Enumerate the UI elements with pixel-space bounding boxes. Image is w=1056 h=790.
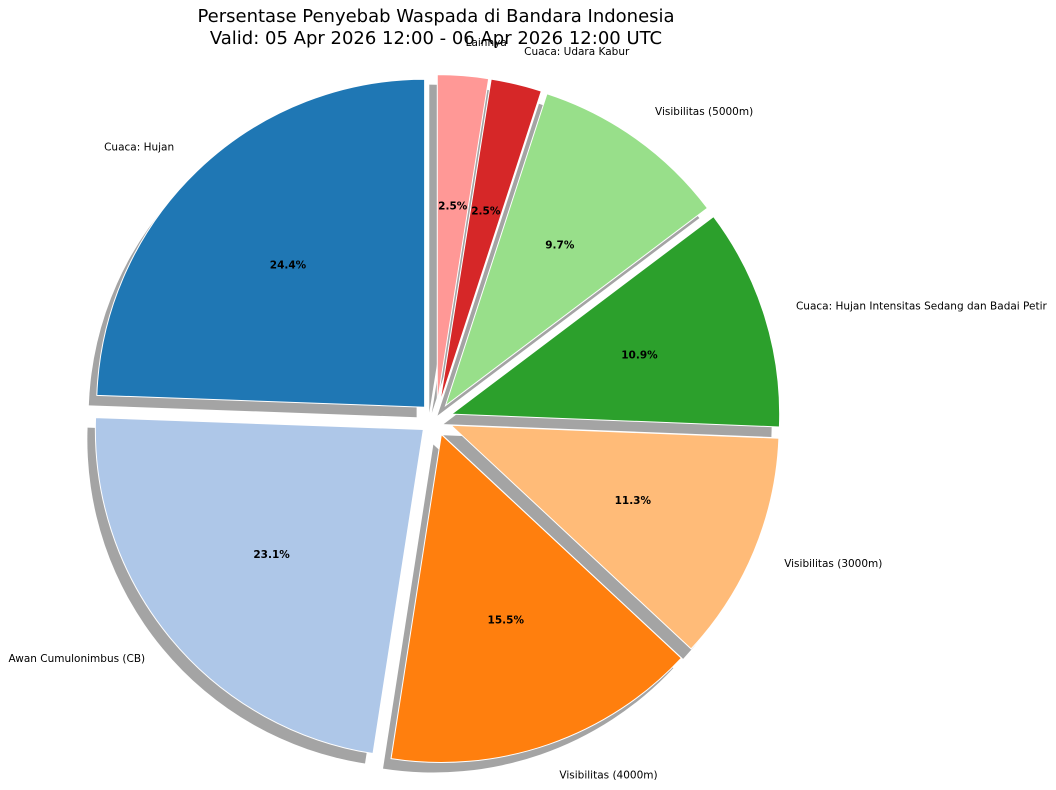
pie-slice-cuaca-hujan-intensitas-sedang-dan-badai-petir	[450, 215, 781, 428]
slice-label-visibilitas-3000m: Visibilitas (3000m)	[784, 558, 882, 570]
pie-slice-lainnya	[436, 74, 490, 403]
slice-label-cuaca-udara-kabur: Cuaca: Udara Kabur	[524, 46, 630, 58]
pct-label-lainnya: 2.5%	[438, 200, 468, 212]
pie-slice-visibilitas-4000m	[390, 433, 683, 763]
slice-label-awan-cumulonimbus-cb: Awan Cumulonimbus (CB)	[9, 653, 146, 665]
pct-label-cuaca-udara-kabur: 2.5%	[471, 206, 501, 218]
pie-slice-awan-cumulonimbus-cb	[94, 417, 424, 755]
chart-title: Persentase Penyebab Waspada di Bandara I…	[197, 6, 675, 27]
chart-title-block: Persentase Penyebab Waspada di Bandara I…	[0, 6, 872, 50]
slice-label-lainnya: Lainnya	[466, 37, 507, 49]
pie-slice-visibilitas-5000m	[444, 93, 709, 408]
chart-subtitle: Valid: 05 Apr 2026 12:00 - 06 Apr 2026 1…	[209, 28, 663, 49]
pie-slice-cuaca-hujan	[96, 78, 426, 408]
slice-label-cuaca-hujan: Cuaca: Hujan	[104, 142, 174, 154]
slice-label-cuaca-hujan-intensitas-sedang-dan-badai-petir: Cuaca: Hujan Intensitas Sedang dan Badai…	[796, 300, 1048, 312]
label-layer: 24.4% Cuaca: Hujan 23.1% Awan Cumulonimbus …	[9, 37, 1048, 781]
pct-label-visibilitas-5000m: 9.7%	[545, 239, 575, 251]
slice-label-visibilitas-4000m: Visibilitas (4000m)	[559, 769, 657, 781]
pct-label-visibilitas-3000m: 11.3%	[615, 495, 652, 507]
pie-slice-cuaca-udara-kabur	[439, 78, 542, 404]
slice-layer	[94, 74, 781, 763]
pct-label-visibilitas-4000m: 15.5%	[488, 614, 525, 626]
pct-label-cuaca-hujan: 24.4%	[270, 260, 307, 272]
pct-label-cuaca-hujan-intensitas-sedang-dan-badai-petir: 10.9%	[621, 349, 658, 361]
slice-label-visibilitas-5000m: Visibilitas (5000m)	[655, 106, 753, 118]
pct-label-awan-cumulonimbus-cb: 23.1%	[253, 549, 290, 561]
pie-slice-visibilitas-3000m	[449, 424, 780, 650]
